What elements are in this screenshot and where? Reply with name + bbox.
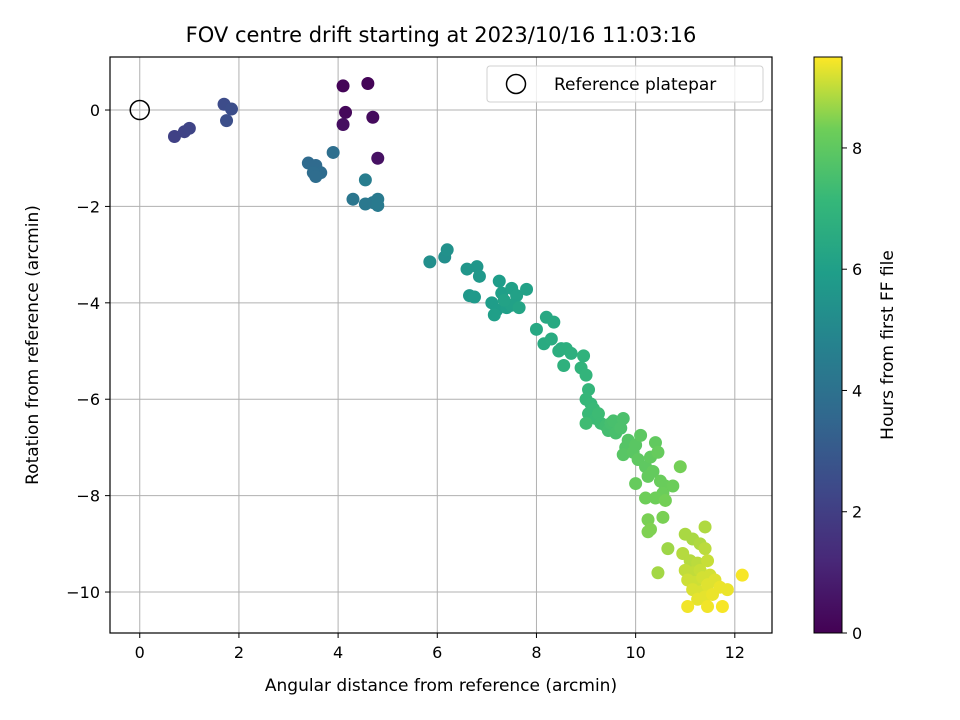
data-point — [634, 428, 648, 442]
data-point — [698, 542, 712, 556]
y-axis-ticks: 0 −2 −4 −6 −8 −10 — [66, 101, 110, 602]
colorbar-tick-label: 8 — [852, 139, 862, 158]
data-point — [629, 438, 643, 452]
data-point — [720, 583, 734, 597]
plot-frame — [109, 56, 773, 634]
data-point — [579, 368, 593, 382]
colorbar-tick-label: 2 — [852, 503, 862, 522]
data-point — [701, 554, 715, 568]
y-tick-label: −6 — [76, 390, 100, 409]
data-point — [529, 322, 543, 336]
x-tick-label: 0 — [135, 643, 145, 662]
data-point — [336, 79, 350, 93]
x-tick-label: 10 — [625, 643, 645, 662]
reference-point — [129, 99, 151, 121]
data-point — [666, 479, 680, 493]
data-point — [423, 255, 437, 269]
data-point — [641, 469, 655, 483]
legend-marker-reference — [505, 73, 527, 95]
data-point — [460, 262, 474, 276]
data-point — [656, 510, 670, 524]
colorbar-tick-label: 4 — [852, 381, 862, 400]
data-point — [651, 445, 665, 459]
y-gridlines — [110, 109, 772, 593]
data-point — [701, 599, 715, 613]
data-point — [472, 269, 486, 283]
data-point — [520, 282, 534, 296]
x-tick-label: 12 — [725, 643, 745, 662]
y-tick-label: −10 — [66, 583, 100, 602]
data-point — [371, 151, 385, 165]
data-point — [648, 491, 662, 505]
legend-box — [486, 65, 764, 103]
data-point — [224, 102, 238, 116]
data-point — [547, 315, 561, 329]
data-point — [512, 301, 526, 315]
data-point — [715, 599, 729, 613]
data-point — [579, 416, 593, 430]
data-point — [492, 274, 506, 288]
data-point — [326, 145, 340, 159]
data-point — [577, 349, 591, 363]
chart-title: FOV centre drift starting at 2023/10/16 … — [186, 23, 697, 47]
data-point — [673, 460, 687, 474]
data-point — [544, 332, 558, 346]
data-point — [681, 599, 695, 613]
x-tick-label: 4 — [333, 643, 343, 662]
data-point — [358, 173, 372, 187]
data-point — [339, 105, 353, 119]
data-point — [616, 448, 630, 462]
data-point — [735, 568, 749, 582]
data-point — [487, 308, 501, 322]
data-point — [629, 477, 643, 491]
data-point — [182, 121, 196, 135]
data-point — [564, 346, 578, 360]
data-point — [167, 130, 181, 144]
x-tick-label: 6 — [432, 643, 442, 662]
data-point — [220, 114, 234, 128]
data-point — [366, 110, 380, 124]
data-point — [361, 77, 375, 91]
y-tick-label: −4 — [76, 294, 100, 313]
y-axis-label: Rotation from reference (arcmin) — [23, 205, 43, 485]
data-point — [309, 170, 323, 184]
legend-label-reference: Reference platepar — [554, 75, 716, 95]
colorbar-tick-label: 6 — [852, 260, 862, 279]
data-point — [658, 493, 672, 507]
x-tick-label: 8 — [531, 643, 541, 662]
data-points — [167, 77, 749, 613]
data-point — [651, 566, 665, 580]
data-point — [467, 290, 481, 304]
y-tick-label: −8 — [76, 487, 100, 506]
data-point — [661, 542, 675, 556]
data-point — [497, 293, 511, 307]
x-gridlines — [139, 57, 736, 633]
data-point — [371, 198, 385, 212]
data-point — [616, 412, 630, 426]
colorbar — [813, 56, 843, 634]
colorbar-tick-label: 0 — [852, 624, 862, 643]
x-axis-ticks: 0 2 4 6 8 10 12 — [135, 633, 745, 662]
data-point — [698, 520, 712, 534]
data-point — [440, 243, 454, 257]
data-point — [557, 358, 571, 372]
y-tick-label: −2 — [76, 197, 100, 216]
colorbar-label: Hours from first FF file — [878, 250, 898, 440]
legend: Reference platepar — [486, 65, 764, 103]
colorbar-ticks: 0 2 4 6 8 — [842, 139, 862, 643]
y-tick-label: 0 — [90, 101, 100, 120]
data-point — [336, 117, 350, 131]
data-point — [641, 525, 655, 539]
data-point — [346, 192, 360, 206]
data-point — [639, 491, 653, 505]
data-point — [510, 289, 524, 303]
x-tick-label: 2 — [234, 643, 244, 662]
x-axis-label: Angular distance from reference (arcmin) — [265, 676, 617, 696]
